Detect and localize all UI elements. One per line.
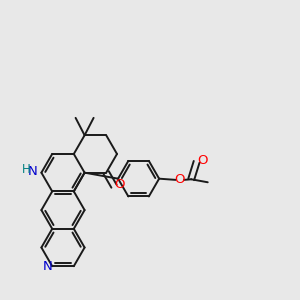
Text: N: N [28,165,38,178]
Text: O: O [197,154,207,167]
Text: O: O [175,173,185,186]
Text: H: H [21,163,30,176]
Text: O: O [114,178,125,191]
Text: N: N [43,260,52,273]
